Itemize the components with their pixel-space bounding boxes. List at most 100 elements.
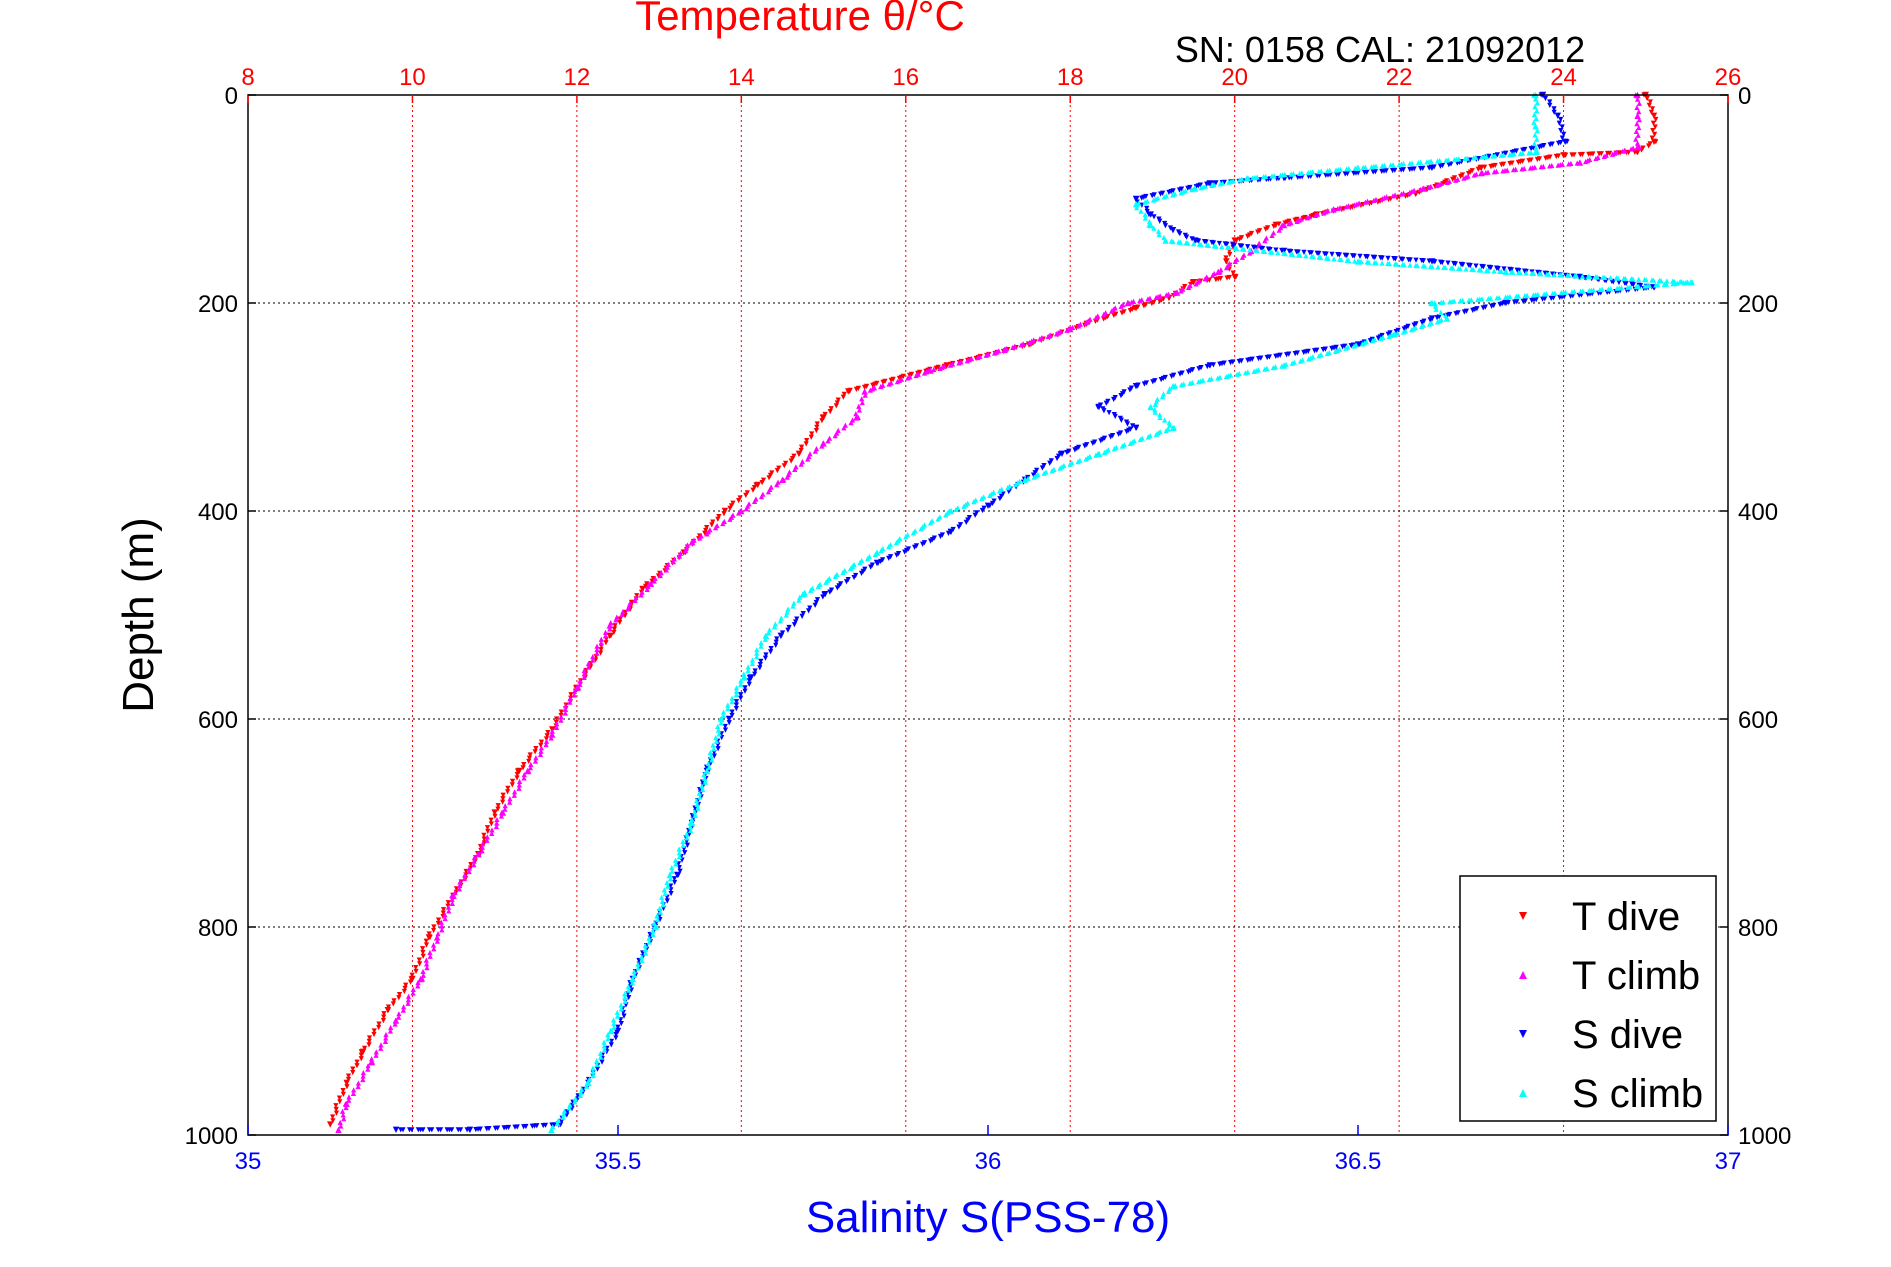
- data-point-t_dive: [943, 362, 951, 369]
- depth-tick-label-left: 600: [198, 707, 238, 734]
- temp-tick-label: 24: [1550, 64, 1577, 91]
- data-series: [327, 91, 1695, 1133]
- data-point-t_climb: [475, 851, 482, 858]
- data-point-t_climb: [368, 1059, 375, 1066]
- data-point-s_dive: [1095, 403, 1103, 411]
- data-point-t_dive: [754, 481, 761, 489]
- legend-label-s_dive: S dive: [1572, 1013, 1683, 1057]
- data-point-t_climb: [1067, 325, 1074, 333]
- data-point-t_dive: [721, 507, 729, 515]
- data-point-t_climb: [1634, 143, 1641, 151]
- data-point-t_climb: [738, 507, 745, 515]
- temp-tick-label: 26: [1715, 64, 1742, 91]
- data-point-t_dive: [845, 388, 852, 395]
- data-point-s_climb: [629, 975, 636, 983]
- data-point-s_climb: [1132, 201, 1140, 208]
- data-point-s_dive: [1206, 180, 1214, 187]
- series-t_climb: [335, 91, 1642, 1133]
- temp-tick-label: 12: [564, 64, 591, 91]
- legend-box: [1459, 875, 1717, 1122]
- data-point-s_climb: [1147, 221, 1154, 229]
- data-point-s_climb: [1280, 362, 1288, 369]
- data-point-t_dive: [1231, 273, 1238, 281]
- data-point-s_climb: [762, 632, 770, 639]
- data-point-t_dive: [1650, 112, 1658, 119]
- legend-marker-t_climb: [1519, 971, 1527, 979]
- data-point-s_climb: [1169, 424, 1177, 431]
- data-point-s_climb: [799, 591, 807, 598]
- data-point-t_dive: [795, 450, 803, 457]
- data-point-t_climb: [392, 1017, 400, 1024]
- data-point-s_climb: [1443, 315, 1450, 322]
- data-point-t_dive: [1478, 164, 1485, 171]
- temp-tick-label: 14: [728, 64, 755, 91]
- data-point-s_dive: [1058, 450, 1066, 457]
- temp-tick-label: 10: [399, 64, 426, 91]
- data-point-s_climb: [548, 1126, 555, 1133]
- data-point-s_dive: [947, 528, 955, 535]
- data-point-s_dive: [1132, 195, 1140, 203]
- data-point-s_dive: [1502, 299, 1510, 307]
- sal-tick-label: 35: [235, 1148, 262, 1175]
- data-point-t_climb: [1330, 206, 1337, 213]
- data-point-t_dive: [384, 1007, 391, 1014]
- data-point-s_dive: [1132, 424, 1140, 431]
- data-point-s_climb: [1192, 185, 1199, 192]
- data-point-s_climb: [1687, 279, 1695, 286]
- depth-tick-label-left: 400: [198, 499, 238, 526]
- depth-tick-label-left: 0: [225, 83, 238, 110]
- data-point-t_dive: [1560, 152, 1567, 159]
- data-point-t_climb: [1420, 185, 1427, 192]
- data-point-t_dive: [327, 1121, 334, 1128]
- temp-tick-label: 18: [1057, 64, 1084, 91]
- data-point-t_climb: [606, 622, 613, 629]
- data-point-s_climb: [1169, 383, 1177, 390]
- data-point-t_climb: [688, 539, 696, 546]
- data-point-t_dive: [1132, 305, 1140, 312]
- data-point-t_climb: [573, 684, 581, 691]
- data-point-s_dive: [1147, 211, 1154, 218]
- data-point-t_dive: [820, 414, 827, 421]
- x-axis-label-bottom: Salinity S(PSS-78): [806, 1193, 1170, 1242]
- data-point-s_dive: [614, 1027, 622, 1035]
- data-point-t_climb: [1280, 221, 1288, 229]
- legend: T dive T climb S dive S climb: [1459, 875, 1717, 1122]
- data-point-t_climb: [1634, 112, 1641, 119]
- data-point-t_climb: [1124, 299, 1131, 307]
- data-point-t_climb: [1173, 289, 1181, 296]
- data-point-s_climb: [1428, 299, 1436, 307]
- legend-marker-t_dive: [1519, 912, 1527, 920]
- depth-tick-label-right: 800: [1738, 915, 1778, 942]
- data-point-s_climb: [1502, 268, 1510, 275]
- temp-tick-label: 8: [241, 64, 254, 91]
- data-point-t_climb: [450, 892, 457, 899]
- depth-tick-label-left: 1000: [185, 1123, 238, 1150]
- depth-tick-label-right: 1000: [1738, 1123, 1791, 1150]
- data-point-s_climb: [585, 1079, 592, 1087]
- data-point-t_climb: [499, 809, 507, 816]
- data-point-t_climb: [820, 440, 827, 447]
- sal-tick-label: 36.5: [1335, 1148, 1382, 1175]
- data-point-s_climb: [740, 674, 747, 681]
- depth-tick-label-right: 200: [1738, 291, 1778, 318]
- data-point-t_climb: [549, 731, 556, 738]
- legend-label-s_climb: S climb: [1572, 1072, 1703, 1116]
- data-point-t_climb: [1215, 268, 1222, 275]
- data-point-s_dive: [1192, 237, 1199, 244]
- depth-tick-label-right: 600: [1738, 707, 1778, 734]
- data-point-s_climb: [1147, 403, 1154, 411]
- data-point-s_climb: [1354, 164, 1362, 171]
- series-t_dive: [327, 91, 1659, 1128]
- data-point-t_dive: [1231, 237, 1238, 244]
- data-point-s_dive: [1562, 138, 1569, 145]
- chart-subtitle: SN: 0158 CAL: 21092012: [1175, 29, 1585, 70]
- depth-tick-label-left: 200: [198, 291, 238, 318]
- data-point-t_dive: [1223, 258, 1230, 265]
- data-point-t_dive: [491, 809, 498, 816]
- data-point-s_climb: [666, 871, 673, 879]
- data-point-s_dive: [392, 1126, 400, 1133]
- data-point-t_climb: [1576, 159, 1584, 166]
- data-point-t_climb: [853, 414, 860, 421]
